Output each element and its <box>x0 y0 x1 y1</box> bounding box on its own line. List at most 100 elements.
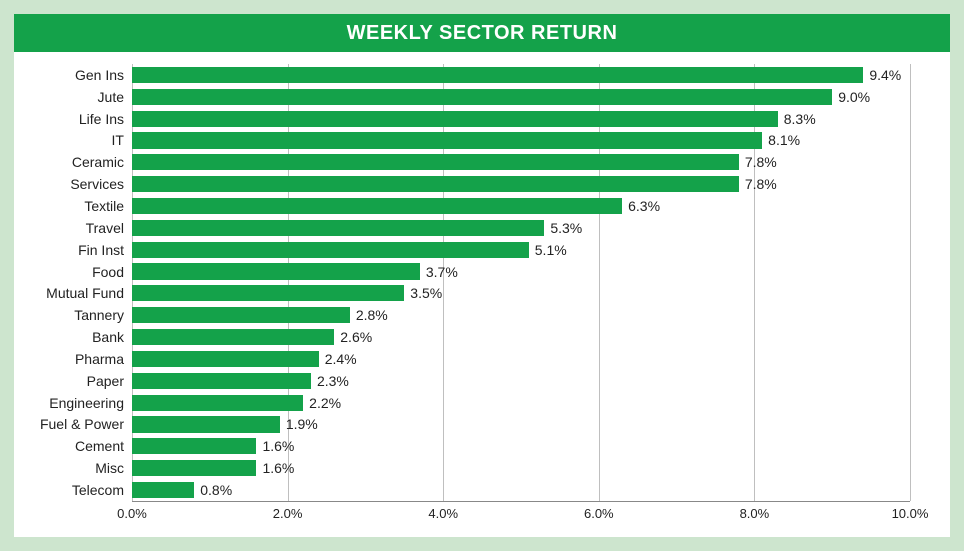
value-label: 6.3% <box>628 198 660 214</box>
category-label: Gen Ins <box>26 67 132 83</box>
chart-outer: WEEKLY SECTOR RETURN Gen Ins9.4%Jute9.0%… <box>0 0 964 551</box>
bar-track: 0.8% <box>132 479 910 501</box>
bar-track: 5.3% <box>132 217 910 239</box>
bar: 0.8% <box>132 482 194 498</box>
bar-row: Travel5.3% <box>26 217 910 239</box>
bar-row: Pharma2.4% <box>26 348 910 370</box>
category-label: Jute <box>26 89 132 105</box>
bar-row: Engineering2.2% <box>26 392 910 414</box>
value-label: 2.2% <box>309 395 341 411</box>
category-label: IT <box>26 132 132 148</box>
category-label: Mutual Fund <box>26 285 132 301</box>
plot-area: Gen Ins9.4%Jute9.0%Life Ins8.3%IT8.1%Cer… <box>14 52 950 537</box>
bar: 8.3% <box>132 111 778 127</box>
bar: 5.3% <box>132 220 544 236</box>
category-label: Bank <box>26 329 132 345</box>
category-label: Tannery <box>26 307 132 323</box>
bar-row: Services7.8% <box>26 173 910 195</box>
value-label: 9.0% <box>838 89 870 105</box>
bar: 2.3% <box>132 373 311 389</box>
bar-track: 1.9% <box>132 414 910 436</box>
bar-track: 2.2% <box>132 392 910 414</box>
value-label: 2.4% <box>325 351 357 367</box>
bar: 7.8% <box>132 154 739 170</box>
value-label: 2.6% <box>340 329 372 345</box>
bar-row: Ceramic7.8% <box>26 151 910 173</box>
bar-row: Gen Ins 9.4% <box>26 64 910 86</box>
value-label: 1.6% <box>262 438 294 454</box>
x-axis: 0.0%2.0%4.0%6.0%8.0%10.0% <box>132 501 910 529</box>
x-tick-label: 2.0% <box>273 506 303 521</box>
category-label: Services <box>26 176 132 192</box>
value-label: 5.3% <box>550 220 582 236</box>
category-label: Pharma <box>26 351 132 367</box>
x-tick-label: 0.0% <box>117 506 147 521</box>
bar: 1.6% <box>132 438 256 454</box>
bar-track: 2.6% <box>132 326 910 348</box>
bar: 7.8% <box>132 176 739 192</box>
category-label: Ceramic <box>26 154 132 170</box>
bar: 2.6% <box>132 329 334 345</box>
bar-row: Life Ins8.3% <box>26 108 910 130</box>
category-label: Textile <box>26 198 132 214</box>
bar-row: Telecom0.8% <box>26 479 910 501</box>
category-label: Fin Inst <box>26 242 132 258</box>
category-label: Travel <box>26 220 132 236</box>
bar-track: 5.1% <box>132 239 910 261</box>
bar: 2.4% <box>132 351 319 367</box>
bar: 2.2% <box>132 395 303 411</box>
bar: 1.9% <box>132 416 280 432</box>
bar-track: 9.0% <box>132 86 910 108</box>
bar-row: Cement1.6% <box>26 435 910 457</box>
bar-track: 9.4% <box>132 64 910 86</box>
category-label: Fuel & Power <box>26 416 132 432</box>
value-label: 3.7% <box>426 264 458 280</box>
bar-track: 3.7% <box>132 261 910 283</box>
category-label: Telecom <box>26 482 132 498</box>
value-label: 3.5% <box>410 285 442 301</box>
bar-track: 6.3% <box>132 195 910 217</box>
value-label: 0.8% <box>200 482 232 498</box>
value-label: 7.8% <box>745 176 777 192</box>
value-label: 2.8% <box>356 307 388 323</box>
bar: 5.1% <box>132 242 529 258</box>
bar: 1.6% <box>132 460 256 476</box>
bar: 8.1% <box>132 132 762 148</box>
bar: 9.0% <box>132 89 832 105</box>
x-tick-label: 4.0% <box>428 506 458 521</box>
value-label: 8.3% <box>784 111 816 127</box>
bar-row: IT8.1% <box>26 130 910 152</box>
x-tick-label: 10.0% <box>892 506 929 521</box>
value-label: 1.6% <box>262 460 294 476</box>
bar-track: 8.1% <box>132 130 910 152</box>
category-label: Food <box>26 264 132 280</box>
category-label: Misc <box>26 460 132 476</box>
x-tick-label: 8.0% <box>740 506 770 521</box>
chart-card: WEEKLY SECTOR RETURN Gen Ins9.4%Jute9.0%… <box>14 14 950 537</box>
category-label: Life Ins <box>26 111 132 127</box>
bar-rows: Gen Ins9.4%Jute9.0%Life Ins8.3%IT8.1%Cer… <box>26 64 910 501</box>
bar-track: 1.6% <box>132 435 910 457</box>
bar: 3.5% <box>132 285 404 301</box>
bar-row: Textile 6.3% <box>26 195 910 217</box>
bar-row: Fin Inst5.1% <box>26 239 910 261</box>
bar-track: 2.8% <box>132 304 910 326</box>
bar-track: 7.8% <box>132 173 910 195</box>
bar-row: Mutual Fund3.5% <box>26 282 910 304</box>
x-tick-label: 6.0% <box>584 506 614 521</box>
bar: 2.8% <box>132 307 350 323</box>
value-label: 8.1% <box>768 132 800 148</box>
bar-row: Tannery2.8% <box>26 304 910 326</box>
bar-row: Bank2.6% <box>26 326 910 348</box>
chart-title: WEEKLY SECTOR RETURN <box>14 14 950 52</box>
value-label: 1.9% <box>286 416 318 432</box>
bar-track: 8.3% <box>132 108 910 130</box>
bar-row: Misc1.6% <box>26 457 910 479</box>
gridline <box>910 64 911 501</box>
bar-row: Fuel & Power1.9% <box>26 414 910 436</box>
value-label: 9.4% <box>869 67 901 83</box>
bar-track: 2.4% <box>132 348 910 370</box>
category-label: Paper <box>26 373 132 389</box>
bar-row: Jute9.0% <box>26 86 910 108</box>
bar-track: 1.6% <box>132 457 910 479</box>
